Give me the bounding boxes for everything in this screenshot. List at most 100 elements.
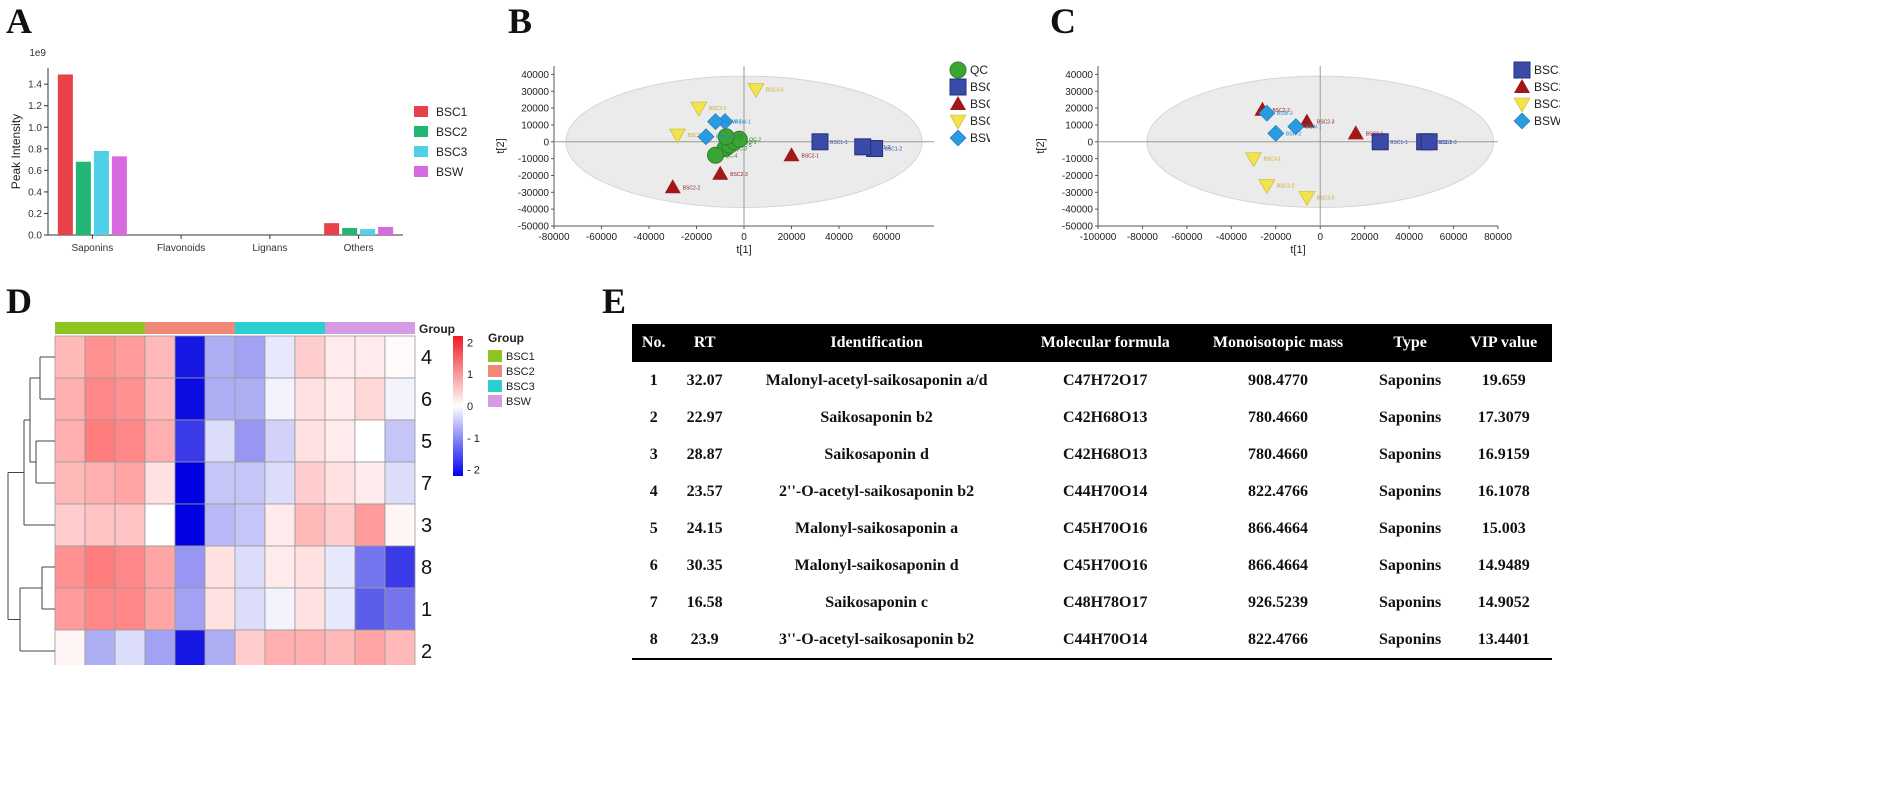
cell-identification: Malonyl-saikosaponin d xyxy=(794,556,959,574)
row-label-1: 1 xyxy=(421,599,432,621)
cell-mass: 780.4660 xyxy=(1248,445,1309,463)
heatmap-cell xyxy=(264,377,296,421)
heatmap-cell xyxy=(54,335,86,379)
heatmap-cell xyxy=(354,461,386,505)
heatmap-cell xyxy=(384,503,416,547)
point-label-bsc3-1: BSC3-1 xyxy=(1264,157,1282,163)
heatmap-cell xyxy=(204,419,236,463)
heatmap-d: Group 4 6 5 7 3 8 1 2 2 1 0 - 1 - 2 Group BSC1 BSC2 BSC3 B… xyxy=(7,322,535,665)
cell-type: Saponins xyxy=(1364,621,1456,660)
row-label-3: 3 xyxy=(421,515,432,537)
legend-swatch-bsc3 xyxy=(414,146,428,157)
group-annotation-cell-bsc3 xyxy=(235,322,265,334)
heatmap-cell xyxy=(144,419,176,463)
group-legend-label-bsc2: BSC2 xyxy=(506,366,535,378)
heatmap-cell xyxy=(234,503,266,547)
heatmap-cell xyxy=(84,629,116,665)
group-annotation-cell-bsc3 xyxy=(265,322,295,334)
identification-table-panel: No. RT Identification Molecular formula … xyxy=(632,324,1552,660)
heatmap-cell xyxy=(84,461,116,505)
table-row: 2 22.97 Saikosaponin b2 C42H68O13 780.46… xyxy=(632,399,1552,436)
cell-type: Saponins xyxy=(1378,593,1442,611)
legend-label-bsc1: BSC1 xyxy=(436,105,468,119)
heatmap-cell xyxy=(204,461,236,505)
heatmap-cell xyxy=(354,503,386,547)
group-annotation-cell-bsc2 xyxy=(175,322,205,334)
heatmap-cell xyxy=(174,545,206,589)
point-label-bsc1-2: BSC1-2 xyxy=(1435,140,1453,146)
legend-label-bsw: BSW xyxy=(1534,114,1560,128)
table-row: 6 30.35 Malonyl-saikosaponin d C45H70O16… xyxy=(632,547,1552,584)
group-legend-swatch-bsw xyxy=(488,395,502,407)
heatmap-cell xyxy=(114,419,146,463)
cell-identification: Malonyl-saikosaponin a xyxy=(795,519,959,537)
heatmap-cell xyxy=(264,629,296,665)
bar-bsw-others xyxy=(378,226,394,235)
heatmap-cell xyxy=(144,377,176,421)
cell-rt: 16.58 xyxy=(686,593,723,611)
y-tick-label: -20000 xyxy=(1062,171,1094,182)
heatmap-cell xyxy=(84,503,116,547)
header-identification: Identification xyxy=(733,324,1020,362)
cell-vip: 14.9489 xyxy=(1477,556,1530,574)
heatmap-cell xyxy=(114,545,146,589)
group-annotation-cell-bsc3 xyxy=(295,322,325,334)
cell-type: Saponins xyxy=(1378,519,1442,537)
group-annotation-cell-bsc1 xyxy=(55,322,85,334)
y-tick-label: 20000 xyxy=(521,104,549,115)
cell-mass: 822.4766 xyxy=(1191,621,1365,660)
cell-rt: 30.35 xyxy=(686,556,723,574)
y-tick-label: 40000 xyxy=(521,70,549,81)
y-tick-label: 0.2 xyxy=(28,209,42,220)
y-tick-label: 1.0 xyxy=(28,123,42,134)
cell-no: 4 xyxy=(649,482,658,500)
point-label-qc-1: QC-1 xyxy=(745,140,757,146)
row-label-4: 4 xyxy=(421,347,432,369)
heatmap-cell xyxy=(204,335,236,379)
heatmap-cell xyxy=(324,377,356,421)
group-annotation-cell-bsc1 xyxy=(85,322,115,334)
panel-label-d: D xyxy=(6,281,32,321)
y-tick-label: -50000 xyxy=(1062,222,1094,233)
cell-vip: 16.1078 xyxy=(1477,482,1530,500)
point-label-bsc2-3: BSC2-3 xyxy=(1317,120,1335,126)
cell-identification: Saikosaponin b2 xyxy=(820,408,933,426)
bar-bsw-saponins xyxy=(111,156,127,235)
legend-label-bsc2: BSC2 xyxy=(436,125,468,139)
table-header-row: No. RT Identification Molecular formula … xyxy=(632,324,1552,362)
heatmap-cell xyxy=(114,503,146,547)
heatmap-cell xyxy=(264,503,296,547)
heatmap-cell xyxy=(54,503,86,547)
axis-scale-note: 1e9 xyxy=(29,48,46,59)
point-bsc3-1 xyxy=(668,128,687,144)
panel-label-e: E xyxy=(602,281,627,321)
cell-identification: 3''-O-acetyl-saikosaponin b2 xyxy=(733,621,1020,660)
point-label-bsc1-2: BSC1-2 xyxy=(885,147,903,153)
y-tick-label: 10000 xyxy=(521,120,549,131)
x-tick-label: -20000 xyxy=(1260,232,1292,243)
point-label-bsc2-1: BSC2-1 xyxy=(802,153,820,159)
legend-label-bsw: BSW xyxy=(970,131,990,145)
cell-formula: C48H78O17 xyxy=(1063,593,1148,611)
point-bsw-2 xyxy=(697,128,715,146)
table-row: 7 16.58 Saikosaponin c C48H78O17 926.523… xyxy=(632,584,1552,621)
bar-chart-peak-intensity: 1e9 0.0 0.2 0.4 0.6 0.8 1.0 1.2 1.4 Peak Intensit… xyxy=(9,48,468,254)
header-molecular-formula: Molecular formula xyxy=(1019,324,1192,362)
heatmap-cell xyxy=(114,587,146,631)
cell-no: 2 xyxy=(649,408,658,426)
point-label-qc-3: QC-3 xyxy=(735,147,747,153)
x-tick-label: Lignans xyxy=(252,243,287,254)
cell-formula: C47H72O17 xyxy=(1063,371,1148,389)
bar-bsc2-others xyxy=(342,227,358,235)
score-plot-c: 40000 30000 20000 10000 0 -10000 -20000 -30000 -… xyxy=(1035,61,1560,256)
point-bsc2-1 xyxy=(783,147,800,162)
legend-marker-bsc2 xyxy=(1514,79,1530,93)
cell-rt: 24.15 xyxy=(686,519,723,537)
heatmap-cell xyxy=(144,629,176,665)
group-annotation-cell-bsc1 xyxy=(115,322,145,334)
colorbar-tick-label: - 2 xyxy=(467,465,480,477)
heatmap-cell xyxy=(114,335,146,379)
heatmap-cell xyxy=(384,419,416,463)
colorbar-tick-label: 2 xyxy=(467,337,473,349)
row-label-2: 2 xyxy=(421,641,432,663)
